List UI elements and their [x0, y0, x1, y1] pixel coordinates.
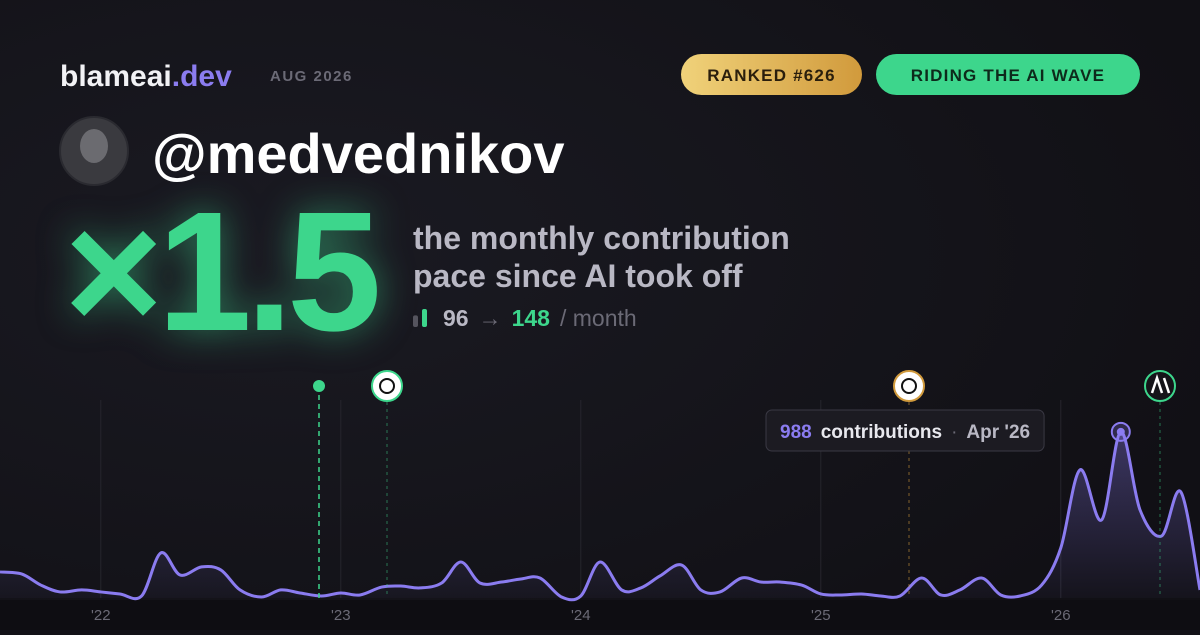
pace-bar-before	[413, 315, 418, 327]
tooltip-text: 988	[780, 422, 812, 443]
x-tick-label: '25	[811, 607, 831, 624]
event-icon-glyph	[1150, 374, 1171, 394]
multiplier: ×1.5	[64, 177, 377, 367]
brand-tld: .dev	[172, 60, 232, 93]
rank-badge	[681, 54, 862, 95]
brand-name: blameai	[60, 60, 172, 93]
status-text: RIDING THE AI WAVE	[911, 66, 1105, 85]
event-icon	[371, 370, 403, 402]
tooltip-text: contributions	[821, 422, 942, 443]
chart: '22 '23 '24 '25 '26 988 contributions · Apr '26	[0, 370, 1200, 630]
event-dot	[313, 380, 325, 392]
pace: 96 → 148 / month	[413, 305, 637, 331]
pace-text: →	[479, 305, 502, 331]
pace-bar-after	[422, 309, 427, 327]
status-badge	[876, 54, 1140, 95]
event-icon	[893, 370, 925, 402]
caption: the monthly contribution	[413, 220, 790, 256]
x-axis-band	[0, 600, 1200, 630]
pace-text: / month	[560, 305, 637, 331]
tooltip: 988 contributions · Apr '26	[765, 409, 1045, 452]
event-icon-glyph	[901, 378, 917, 394]
brand-date: AUG 2026	[270, 68, 353, 85]
rank-text: RANKED #626	[707, 66, 835, 85]
line	[0, 430, 1200, 602]
avatar-face	[80, 129, 108, 163]
x-tick-label: '26	[1051, 607, 1071, 624]
x-tick-label: '24	[571, 607, 591, 624]
x-tick-label: '23	[331, 607, 351, 624]
caption: pace since AI took off	[413, 258, 743, 294]
tooltip-text: Apr '26	[966, 422, 1030, 443]
pace-text: 96	[443, 305, 469, 331]
pace-text: 148	[512, 305, 551, 331]
tooltip-box	[765, 409, 1045, 452]
peak-dot	[1116, 427, 1125, 436]
tooltip-text: ·	[951, 422, 957, 443]
x-tick-label: '22	[91, 607, 111, 624]
area	[0, 431, 1200, 600]
event-icon-glyph	[379, 378, 395, 394]
handle: @medvednikov	[152, 122, 565, 185]
